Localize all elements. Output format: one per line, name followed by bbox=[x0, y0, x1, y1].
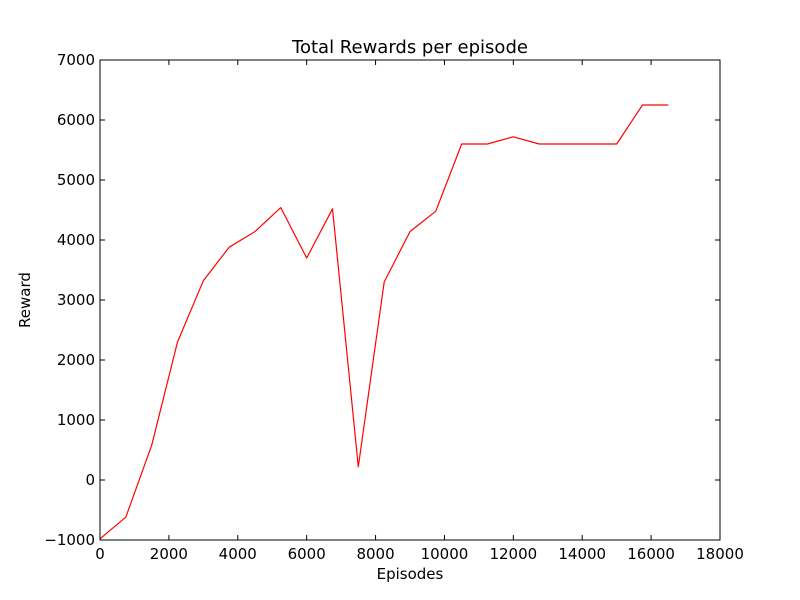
y-axis-ticks: −1000 0 1000 2000 3000 4000 5000 6000 7000 bbox=[44, 51, 720, 549]
plot-area-frame bbox=[99, 59, 721, 541]
y-tick-label: 7000 bbox=[57, 51, 95, 69]
reward-series-line bbox=[99, 104, 669, 540]
y-axis-title: Reward bbox=[16, 272, 34, 328]
y-tick-label: 0 bbox=[85, 471, 95, 489]
x-tick-label: 10000 bbox=[421, 545, 469, 563]
y-tick-label: 4000 bbox=[57, 231, 95, 249]
x-tick-label: 8000 bbox=[356, 545, 394, 563]
x-tick-label: 6000 bbox=[288, 545, 326, 563]
x-tick-label: 14000 bbox=[558, 545, 606, 563]
x-axis-title: Episodes bbox=[377, 565, 444, 583]
series-layer bbox=[99, 104, 669, 540]
y-tick-label: 6000 bbox=[57, 111, 95, 129]
y-tick-label: 2000 bbox=[57, 351, 95, 369]
y-tick-label: 3000 bbox=[57, 291, 95, 309]
y-tick-label: 5000 bbox=[57, 171, 95, 189]
y-tick-label: −1000 bbox=[44, 531, 95, 549]
x-tick-label: 12000 bbox=[489, 545, 537, 563]
x-tick-label: 4000 bbox=[219, 545, 257, 563]
chart-title: Total Rewards per episode bbox=[291, 37, 528, 58]
x-tick-label: 18000 bbox=[696, 545, 744, 563]
x-tick-label: 0 bbox=[95, 545, 105, 563]
x-tick-label: 2000 bbox=[150, 545, 188, 563]
x-axis-ticks: 0 2000 4000 6000 8000 10000 12000 14000 16000 180… bbox=[95, 60, 744, 563]
y-tick-label: 1000 bbox=[57, 411, 95, 429]
x-tick-label: 16000 bbox=[627, 545, 675, 563]
